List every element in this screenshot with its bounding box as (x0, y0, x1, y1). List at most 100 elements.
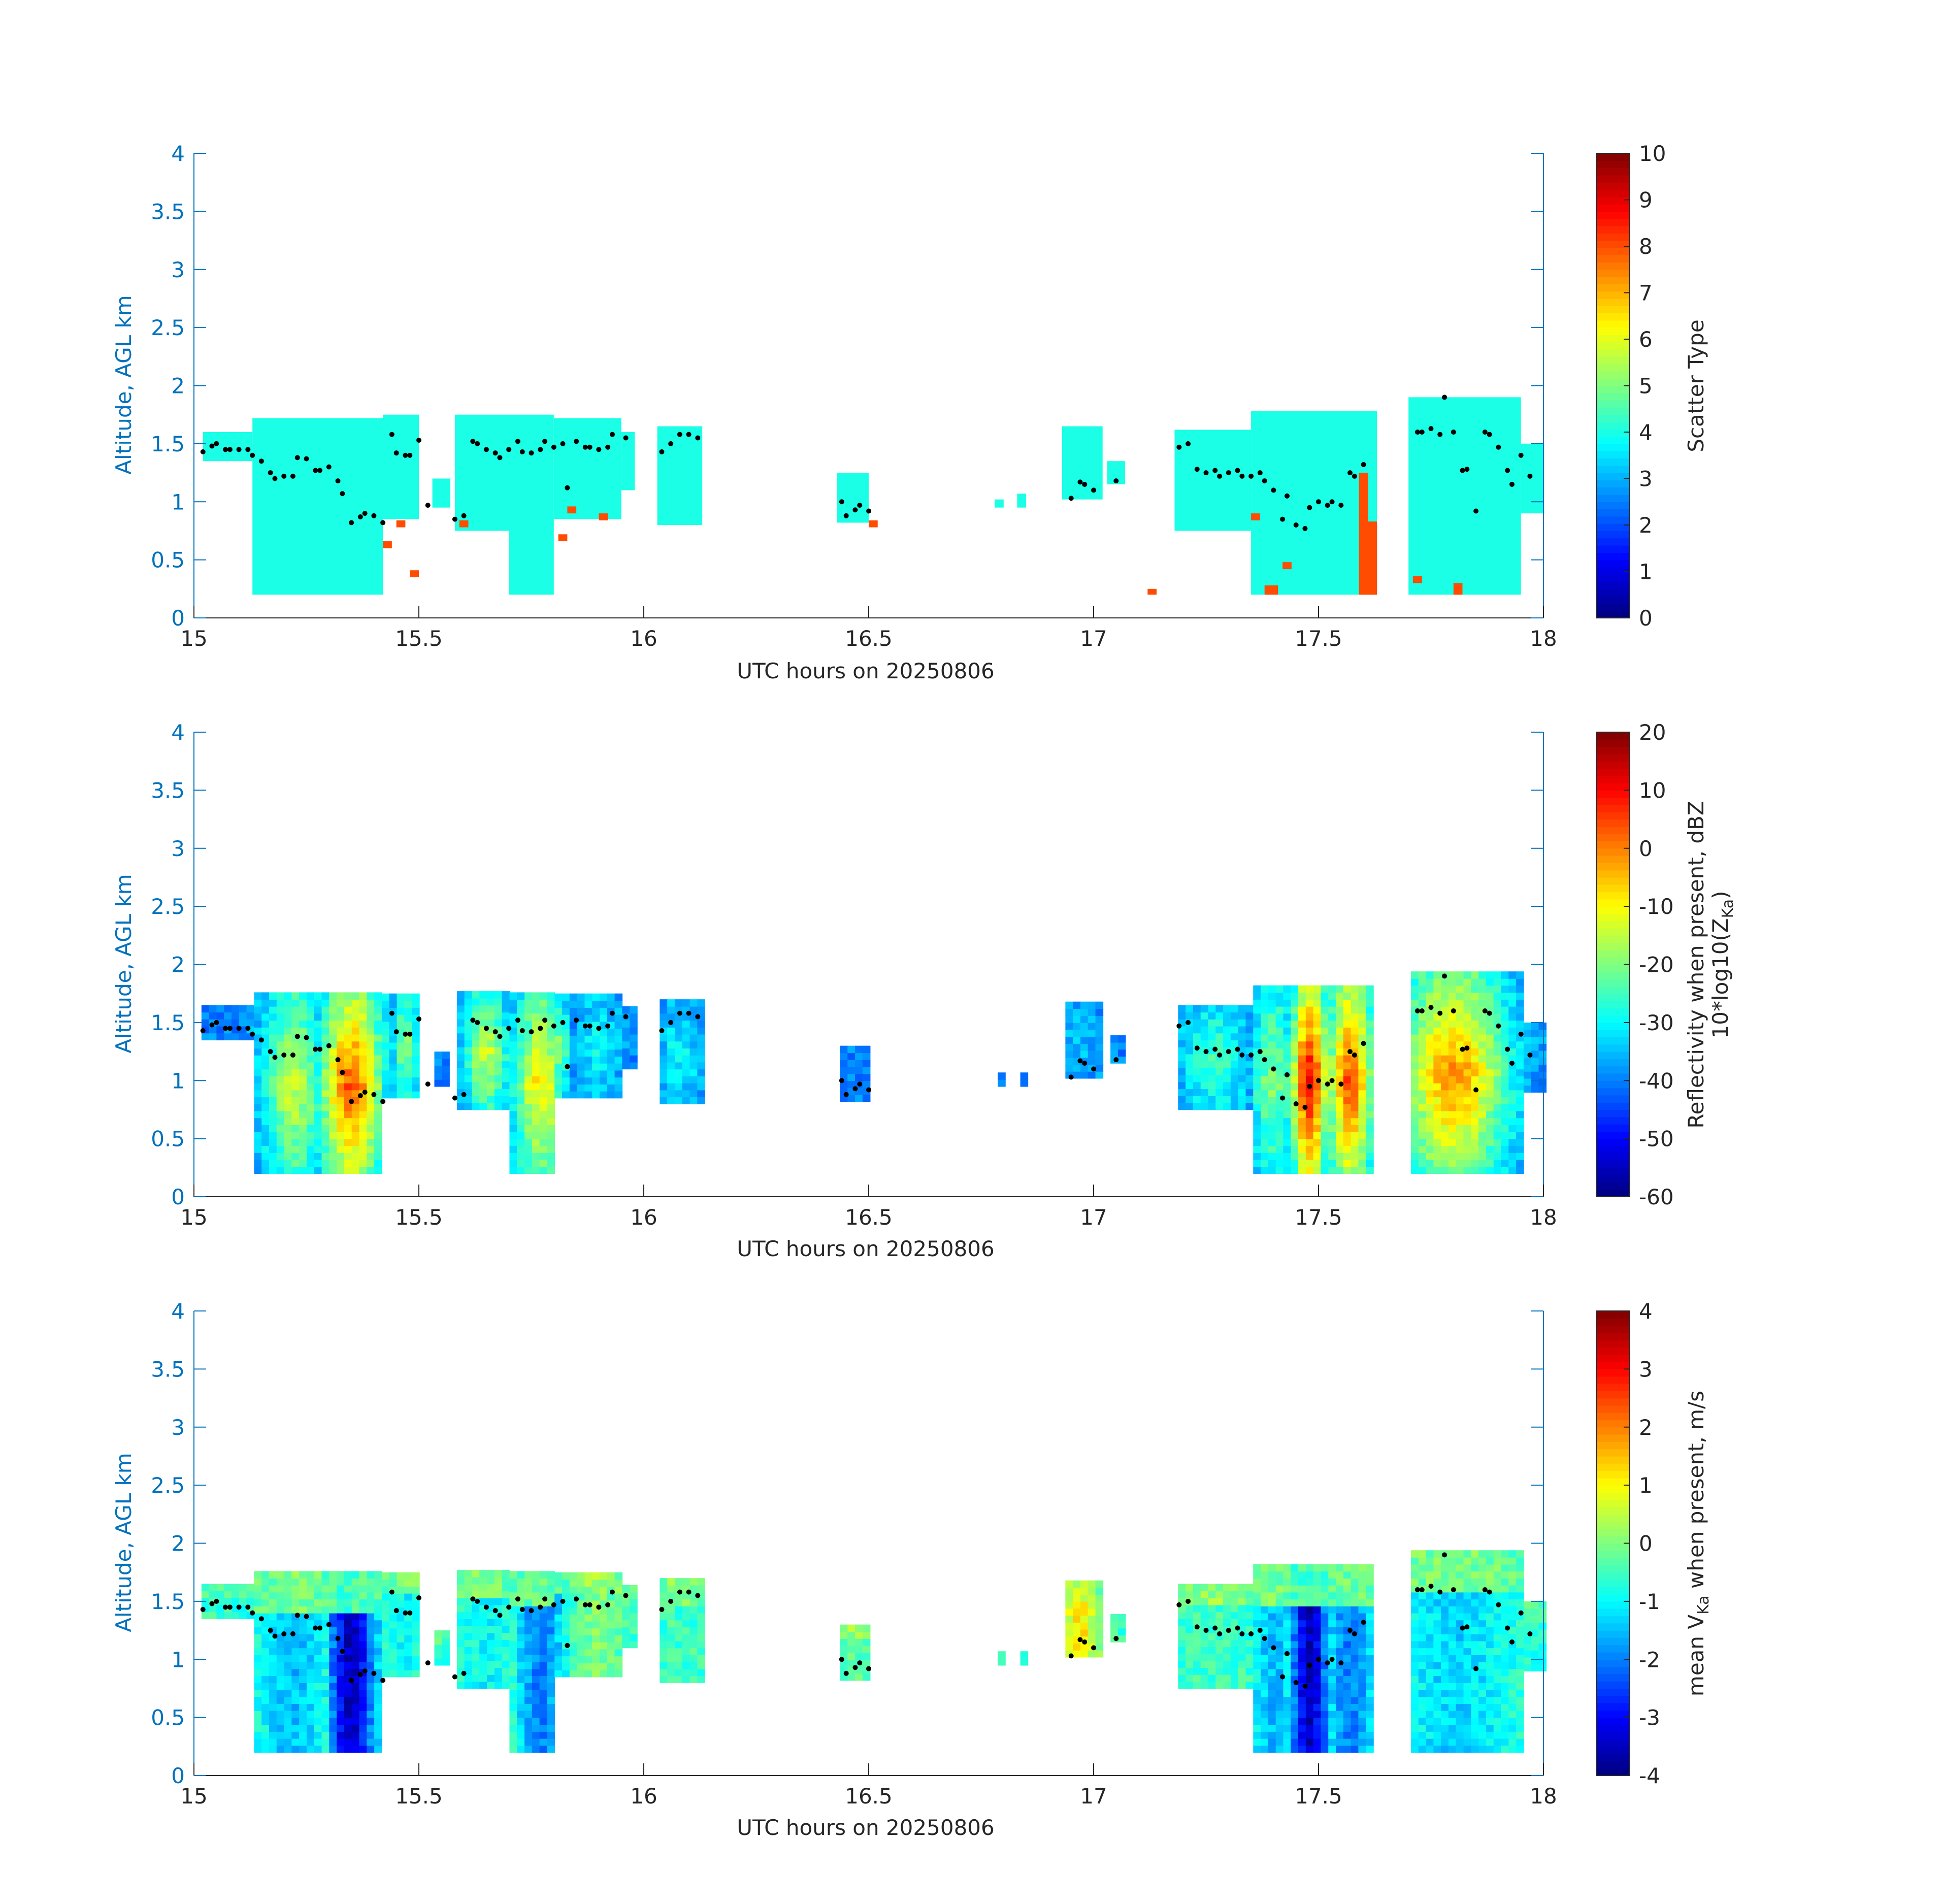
cell-298 (329, 1145, 337, 1153)
cell-238 (306, 1599, 315, 1606)
cell-63 (261, 1731, 270, 1739)
cell-1729 (1358, 1592, 1367, 1600)
cell-1180 (1178, 1674, 1186, 1682)
cell-625 (479, 1598, 487, 1605)
cell-209 (299, 1041, 307, 1048)
cell-24 (231, 1584, 240, 1592)
cell-1523 (1305, 1131, 1314, 1139)
cell-1776 (1410, 1062, 1419, 1070)
cell-1331 (1253, 1153, 1261, 1160)
cell-2081 (1493, 1738, 1502, 1746)
cell-374 (351, 1738, 360, 1746)
cell-1942 (1456, 1118, 1464, 1125)
cell-1055 (689, 1062, 698, 1070)
cell-890 (577, 1035, 585, 1043)
cell-764 (532, 1710, 540, 1718)
cell-2130 (1501, 1599, 1509, 1606)
cell-19 (224, 1005, 232, 1013)
cell-266 (314, 1006, 322, 1014)
colorbar-segment (1597, 848, 1630, 856)
cell-752 (524, 1613, 533, 1621)
cell-352 (344, 1131, 352, 1139)
cell-428 (367, 1724, 375, 1732)
cell-702 (509, 1020, 518, 1028)
cell-1383 (1268, 1166, 1276, 1174)
cell-1837 (1426, 1620, 1434, 1627)
cell-647 (494, 1102, 503, 1110)
cell-398 (351, 1571, 360, 1579)
cell-401 (359, 1731, 368, 1739)
cell-926 (592, 993, 600, 1001)
cell-1174 (1110, 1614, 1118, 1622)
scatter-region-28 (599, 513, 608, 520)
cell-770 (532, 1090, 540, 1098)
cell-681 (509, 1166, 518, 1174)
cell-194 (299, 1724, 307, 1732)
cell-369 (344, 1013, 352, 1021)
cell-821 (547, 1676, 555, 1683)
cloud-base-point-94 (1414, 1008, 1420, 1013)
cell-2207 (1531, 1657, 1539, 1665)
cell-1465 (1291, 1159, 1299, 1167)
cell-1998 (1471, 1710, 1479, 1718)
cell-874 (569, 1042, 578, 1050)
cloud-base-point-31 (452, 1095, 457, 1101)
cell-201 (299, 1676, 307, 1683)
cloud-base-point-48 (582, 444, 588, 450)
cell-1003 (660, 1006, 668, 1014)
colorbar-segment (1597, 964, 1630, 972)
cell-1260 (1215, 1639, 1224, 1647)
cell-293 (321, 999, 330, 1007)
cell-281 (321, 1082, 330, 1091)
cell-2022 (1478, 1745, 1487, 1753)
cell-399 (359, 1166, 368, 1174)
cell-1605 (1328, 1125, 1336, 1132)
cell-1780 (1410, 1034, 1419, 1042)
cell-842 (554, 1635, 563, 1643)
cell-1769 (1410, 1689, 1419, 1697)
colorbar-tick-label: -20 (1639, 953, 1674, 977)
cell-822 (547, 1090, 555, 1098)
cell-237 (306, 1606, 315, 1614)
cell-475 (374, 1578, 382, 1586)
cell-165 (291, 1166, 300, 1174)
cell-1282 (1223, 1012, 1231, 1020)
cell-993 (660, 1076, 668, 1084)
cell-588 (464, 1040, 473, 1047)
cell-1562 (1313, 1627, 1322, 1634)
cell-615 (479, 1089, 487, 1096)
cell-1732 (1358, 1571, 1367, 1579)
cell-112 (269, 1571, 277, 1579)
cell-965 (614, 1035, 623, 1043)
cell-405 (359, 1703, 368, 1711)
cloud-base-point-29 (416, 1016, 421, 1022)
cell-435 (367, 1676, 375, 1683)
cell-350 (344, 1724, 352, 1732)
cell-1263 (1215, 1040, 1224, 1047)
cell-1256 (1215, 1667, 1224, 1675)
cell-893 (577, 1014, 585, 1022)
cell-611 (472, 998, 480, 1006)
cell-315 (329, 1027, 337, 1035)
cell-904 (584, 1042, 593, 1050)
cell-1064 (689, 1578, 698, 1586)
cell-668 (502, 1653, 510, 1661)
cell-245 (314, 1153, 322, 1160)
colorbar-segment (1597, 342, 1630, 350)
colorbar-segment (1597, 371, 1630, 379)
cell-1737 (1366, 1724, 1374, 1732)
cell-164 (284, 992, 292, 1000)
cell-687 (509, 1703, 518, 1711)
colorbar-segment (1597, 732, 1630, 740)
cell-2164 (1508, 985, 1517, 993)
cell-322 (337, 1738, 345, 1746)
cell-1589 (1321, 1048, 1329, 1056)
cell-509 (397, 1077, 405, 1085)
cell-57 (254, 1013, 262, 1021)
cell-8 (209, 1591, 217, 1598)
cell-307 (329, 1082, 337, 1091)
cell-62 (261, 1159, 270, 1167)
cell-1588 (1321, 1633, 1329, 1642)
cell-866 (562, 993, 570, 1001)
cell-523 (404, 1663, 412, 1670)
